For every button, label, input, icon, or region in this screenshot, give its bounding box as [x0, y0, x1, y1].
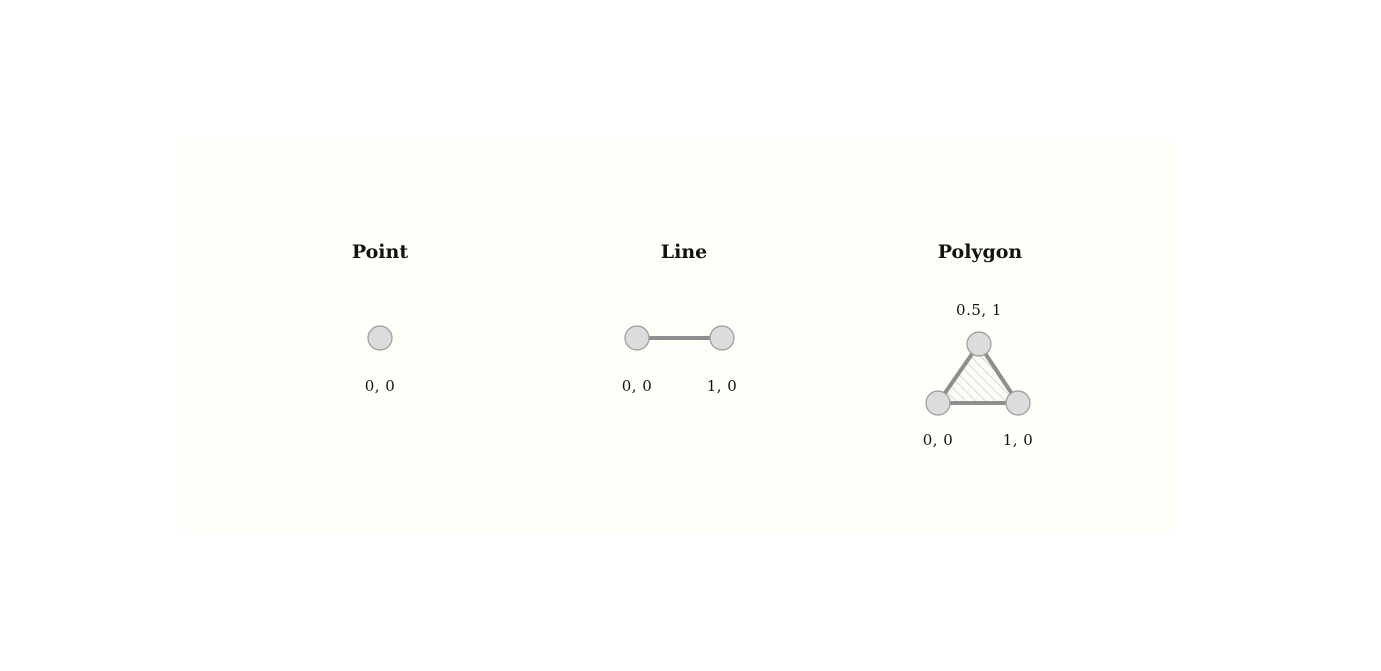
line-vertex-0 — [624, 325, 650, 351]
line-vertex-0-label: 0, 0 — [622, 377, 653, 395]
polygon-vertex-top-label: 0.5, 1 — [956, 301, 1002, 319]
point-vertex-0 — [367, 325, 393, 351]
line-vertex-1-label: 1, 0 — [707, 377, 738, 395]
polygon-vertex-left-label: 0, 0 — [923, 431, 954, 449]
point-geometry: Point 0, 0 — [352, 241, 408, 395]
diagram-panel — [180, 138, 1176, 532]
polygon-vertex-right-label: 1, 0 — [1003, 431, 1034, 449]
line-geometry: Line 0, 0 1, 0 — [622, 241, 738, 395]
polygon-vertex-top — [966, 331, 992, 357]
polygon-title: Polygon — [938, 241, 1023, 263]
polygon-geometry: Polygon 0.5, 1 0, 0 1, 0 — [923, 241, 1034, 449]
line-vertex-1 — [709, 325, 735, 351]
polygon-vertex-right — [1005, 390, 1031, 416]
polygon-shape — [936, 342, 1020, 405]
line-title: Line — [661, 241, 707, 263]
point-vertex-0-label: 0, 0 — [365, 377, 396, 395]
polygon-vertex-left — [925, 390, 951, 416]
point-title: Point — [352, 241, 408, 263]
